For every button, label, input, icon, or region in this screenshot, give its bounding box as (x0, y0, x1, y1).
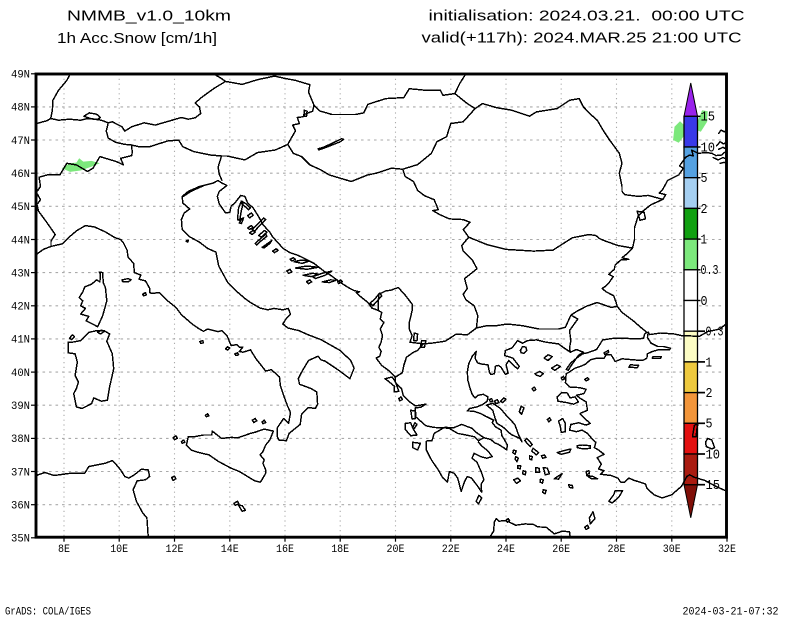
svg-text:48N: 48N (11, 103, 30, 115)
svg-text:2: 2 (706, 387, 713, 402)
svg-text:32E: 32E (718, 544, 736, 556)
svg-text:37N: 37N (11, 467, 30, 479)
svg-text:46N: 46N (11, 169, 30, 181)
svg-text:valid(+117h): 2024.MAR.25 21:0: valid(+117h): 2024.MAR.25 21:00 UTC (422, 30, 742, 47)
svg-text:42N: 42N (11, 302, 30, 314)
svg-text:GrADS: COLA/IGES: GrADS: COLA/IGES (5, 607, 91, 618)
svg-text:15: 15 (706, 479, 721, 494)
svg-text:10: 10 (701, 141, 716, 156)
svg-text:15: 15 (701, 111, 716, 126)
svg-text:8E: 8E (58, 544, 70, 556)
svg-text:30E: 30E (663, 544, 681, 556)
svg-text:initialisation: 2024.03.21. 0: initialisation: 2024.03.21. 00:00 UTC (429, 8, 745, 25)
svg-text:1: 1 (701, 234, 708, 249)
svg-text:26E: 26E (552, 544, 570, 556)
svg-text:NMMB_v1.0_10km: NMMB_v1.0_10km (67, 8, 231, 25)
svg-text:2024-03-21-07:32: 2024-03-21-07:32 (683, 607, 779, 618)
svg-text:38N: 38N (11, 434, 30, 446)
svg-text:20E: 20E (387, 544, 405, 556)
svg-text:45N: 45N (11, 202, 30, 214)
svg-text:0.3: 0.3 (706, 326, 724, 341)
svg-text:35N: 35N (11, 534, 30, 546)
svg-text:18E: 18E (331, 544, 349, 556)
svg-text:41N: 41N (11, 335, 30, 347)
svg-text:39N: 39N (11, 401, 30, 413)
svg-text:22E: 22E (442, 544, 460, 556)
svg-text:24E: 24E (497, 544, 515, 556)
svg-text:44N: 44N (11, 235, 30, 247)
svg-text:5: 5 (706, 418, 713, 433)
svg-text:47N: 47N (11, 136, 30, 148)
svg-text:43N: 43N (11, 268, 30, 280)
svg-text:14E: 14E (221, 544, 239, 556)
svg-text:1: 1 (706, 356, 713, 371)
svg-text:40N: 40N (11, 368, 30, 380)
svg-text:5: 5 (701, 172, 708, 187)
svg-text:16E: 16E (276, 544, 294, 556)
svg-text:10: 10 (706, 448, 721, 463)
svg-text:49N: 49N (11, 70, 30, 82)
svg-text:10E: 10E (110, 544, 128, 556)
svg-text:2: 2 (701, 203, 708, 218)
svg-text:28E: 28E (608, 544, 626, 556)
svg-text:0.3: 0.3 (701, 264, 719, 279)
svg-text:1h Acc.Snow [cm/1h]: 1h Acc.Snow [cm/1h] (57, 30, 217, 47)
svg-text:0: 0 (701, 295, 708, 310)
svg-text:36N: 36N (11, 501, 30, 513)
svg-text:12E: 12E (166, 544, 184, 556)
